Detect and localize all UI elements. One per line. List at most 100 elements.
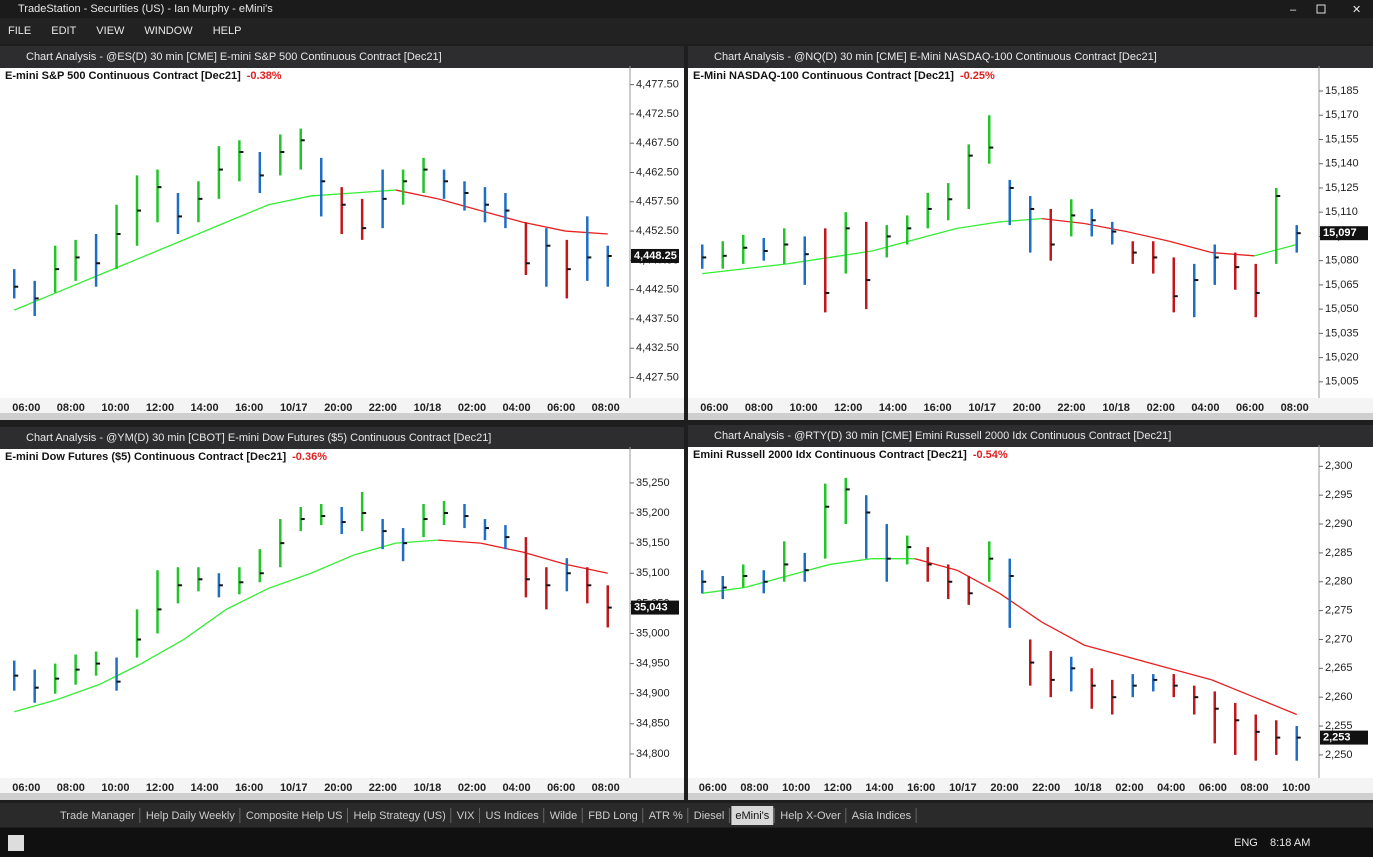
x-tick-label: 02:00 <box>1147 402 1175 414</box>
y-tick-label: 4,467.50 <box>636 137 679 149</box>
price-bar <box>1295 225 1301 253</box>
price-bar <box>885 524 891 582</box>
x-tick-label: 10:00 <box>782 782 810 794</box>
x-tick-label: 22:00 <box>1032 782 1060 794</box>
average-segment <box>956 221 1000 229</box>
tab[interactable]: Trade Manager <box>56 806 141 825</box>
price-bar <box>319 157 326 217</box>
tab[interactable]: Help X-Over <box>776 806 847 825</box>
menu-item[interactable]: FILE <box>8 25 31 37</box>
y-tick-label: 15,005 <box>1325 376 1359 388</box>
close[interactable]: ✕ <box>1352 4 1361 16</box>
average-segment <box>353 542 396 556</box>
restore[interactable] <box>1316 4 1326 14</box>
x-tick-label: 02:00 <box>458 402 486 414</box>
tab-label: Diesel <box>694 810 725 822</box>
tab[interactable]: Help Strategy (US) <box>349 806 452 825</box>
tab[interactable]: ATR % <box>644 806 689 825</box>
tab-label: Trade Manager <box>60 810 135 822</box>
tab-bg <box>349 806 450 825</box>
price-bar <box>988 115 994 164</box>
average-segment <box>225 204 269 223</box>
price-bar <box>381 519 387 550</box>
average-segment <box>56 684 100 701</box>
x-tick-label: 22:00 <box>369 402 397 414</box>
x-tick-label: 20:00 <box>324 402 352 414</box>
price-change: -0.36% <box>292 451 327 463</box>
price-bar <box>258 152 264 193</box>
price-bar <box>463 503 469 529</box>
price-bar <box>1275 720 1281 755</box>
tab[interactable]: FBD Long <box>584 806 644 825</box>
price-bar <box>844 477 850 525</box>
tab[interactable]: Composite Help US <box>241 806 348 825</box>
x-tick-label: 10:00 <box>790 402 818 414</box>
tab[interactable]: Wilde <box>545 806 583 825</box>
price-bar <box>1152 241 1158 274</box>
price-bar <box>524 537 530 598</box>
tab[interactable]: US Indices <box>481 806 545 825</box>
window-header <box>0 46 684 68</box>
tab-label: VIX <box>457 810 475 822</box>
price-bar <box>238 140 244 182</box>
price-bar <box>135 609 142 658</box>
price-bar <box>865 221 871 310</box>
x-tick-label: 16:00 <box>923 402 951 414</box>
tab[interactable]: Help Daily Weekly <box>141 806 241 825</box>
menu-item[interactable]: WINDOW <box>144 25 193 37</box>
price-bar <box>824 228 830 313</box>
average-segment <box>787 256 830 265</box>
tab-label: US Indices <box>486 810 540 822</box>
price-bar <box>762 238 768 261</box>
y-tick-label: 2,285 <box>1325 547 1353 559</box>
price-bar <box>1275 187 1281 264</box>
price-bar <box>1029 639 1035 686</box>
y-tick-label: 15,185 <box>1325 85 1359 97</box>
price-bar <box>1131 241 1137 264</box>
x-tick-label: 04:00 <box>1157 782 1185 794</box>
average-segment <box>522 221 566 232</box>
price-bar <box>545 567 551 610</box>
start-button[interactable] <box>8 835 24 851</box>
window-header <box>688 46 1373 68</box>
last-price-label: 2,253 <box>1323 732 1351 744</box>
last-price-box <box>1320 226 1368 241</box>
x-tick-label: 12:00 <box>824 782 852 794</box>
menu-item[interactable]: EDIT <box>51 25 76 37</box>
price-bar <box>1193 685 1199 715</box>
x-tick-label: 16:00 <box>235 782 263 794</box>
price-bar <box>1172 257 1178 313</box>
average-segment <box>999 218 1043 223</box>
x-tick-label: 06:00 <box>700 402 728 414</box>
price-bar <box>156 169 162 223</box>
average-segment <box>744 263 788 270</box>
average-segment <box>480 542 524 553</box>
tab[interactable]: Diesel <box>689 806 730 825</box>
plot-area <box>688 447 1373 800</box>
tab[interactable]: VIX <box>452 806 481 825</box>
price-bar <box>1172 674 1178 698</box>
tab[interactable]: Asia Indices <box>847 806 917 825</box>
average-segment <box>914 227 958 241</box>
y-tick-label: 4,437.50 <box>636 313 679 325</box>
tab-label: Help X-Over <box>780 810 841 822</box>
y-tick-label: 35,000 <box>636 627 670 639</box>
average-segment <box>1041 621 1085 646</box>
x-tick-label: 10/18 <box>414 782 442 794</box>
average-segment <box>141 638 185 665</box>
price-bar <box>360 198 367 240</box>
y-tick-label: 2,265 <box>1325 662 1353 674</box>
minimize[interactable]: – <box>1290 4 1297 16</box>
tab[interactable]: eMini's <box>731 806 775 825</box>
plot-area <box>0 449 684 800</box>
price-change: -0.25% <box>960 70 995 82</box>
y-tick-label: 35,250 <box>636 477 670 489</box>
x-tick-label: 10/17 <box>280 402 308 414</box>
menu-item[interactable]: HELP <box>213 25 242 37</box>
menu-item[interactable]: VIEW <box>96 25 125 37</box>
price-bar <box>279 134 285 176</box>
tab-label: Wilde <box>550 810 578 822</box>
x-tick-label: 04:00 <box>503 402 531 414</box>
price-bar <box>1008 179 1014 226</box>
price-bar <box>381 169 387 229</box>
